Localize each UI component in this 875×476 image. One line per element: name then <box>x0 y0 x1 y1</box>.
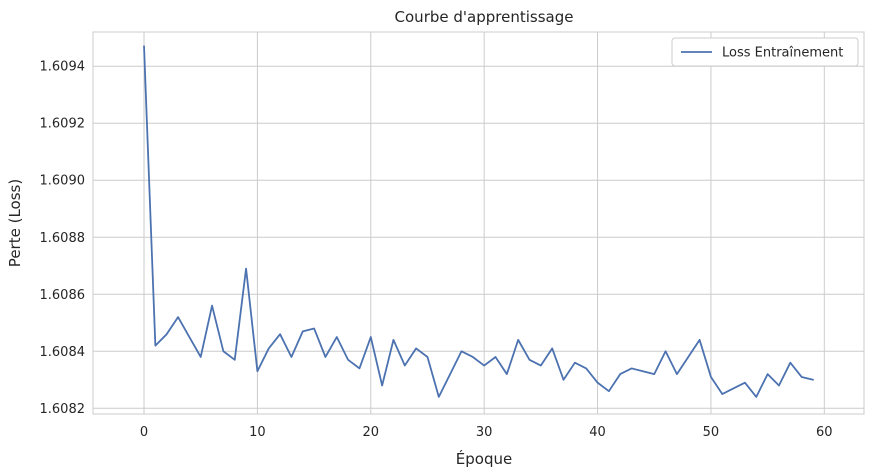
legend-box <box>671 37 859 67</box>
y-tick-label: 1.6084 <box>40 345 86 360</box>
y-tick-label: 1.6092 <box>40 117 86 132</box>
plot-area <box>92 31 865 415</box>
y-tick-label: 1.6094 <box>40 60 86 75</box>
legend: Loss Entraînement <box>671 37 859 67</box>
y-tick-label: 1.6086 <box>40 288 86 303</box>
series-group <box>143 45 814 398</box>
y-axis-label: Perte (Loss) <box>6 179 24 267</box>
x-tick-label: 0 <box>140 425 148 440</box>
y-axis-ticks: 1.6082 1.6084 1.6086 1.6088 1.6090 1.6092 1.60… <box>40 60 86 417</box>
x-tick-label: 50 <box>703 425 720 440</box>
x-tick-label: 20 <box>363 425 380 440</box>
y-tick-label: 1.6088 <box>40 231 86 246</box>
x-axis-ticks: 0 10 20 30 40 50 60 <box>140 425 833 440</box>
x-tick-label: 60 <box>816 425 833 440</box>
x-axis-label: Époque <box>456 449 512 468</box>
chart-title: Courbe d'apprentissage <box>395 8 574 26</box>
x-tick-label: 30 <box>476 425 493 440</box>
series-line-loss <box>143 45 814 398</box>
y-tick-label: 1.6090 <box>40 174 86 189</box>
legend-label-loss: Loss Entraînement <box>722 46 843 61</box>
x-tick-label: 40 <box>589 425 606 440</box>
y-tick-label: 1.6082 <box>40 402 86 417</box>
x-tick-label: 10 <box>249 425 266 440</box>
